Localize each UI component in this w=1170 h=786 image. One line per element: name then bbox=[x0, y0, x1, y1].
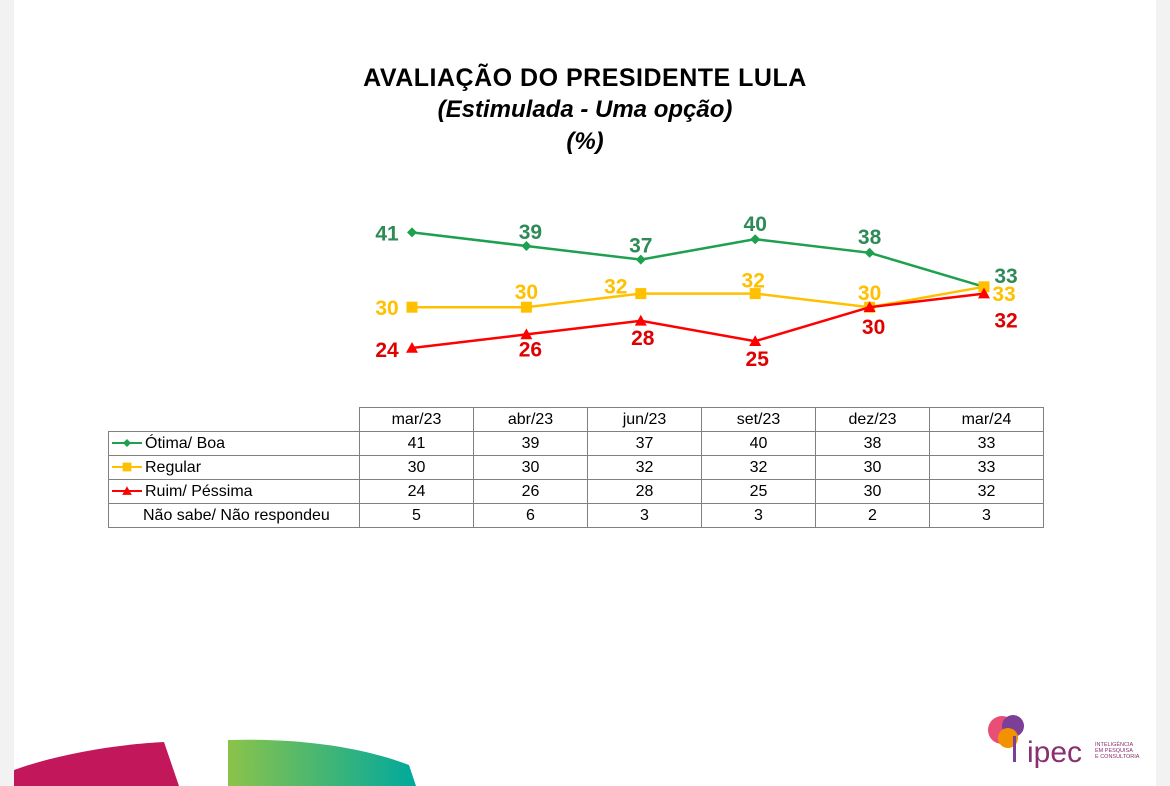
decorative-shapes bbox=[14, 739, 416, 786]
chart-subtitle: (Estimulada - Uma opção) bbox=[437, 96, 733, 123]
table-corner bbox=[108, 407, 360, 432]
column-header: abr/23 bbox=[473, 407, 588, 432]
table-row: Não sabe/ Não respondeu 5 6 3 3 2 3 bbox=[108, 503, 1044, 528]
legend-key-icon bbox=[112, 462, 142, 472]
data-point-marker bbox=[406, 342, 418, 353]
data-label: 32 bbox=[604, 276, 627, 299]
data-label: 25 bbox=[746, 348, 770, 371]
data-point-marker bbox=[978, 281, 990, 293]
column-header: set/23 bbox=[701, 407, 816, 432]
data-point-marker bbox=[749, 288, 761, 300]
data-label: 32 bbox=[994, 310, 1017, 333]
ipec-logo-icon bbox=[988, 715, 1024, 762]
data-point-marker bbox=[407, 227, 417, 238]
table-cell: 32 bbox=[587, 455, 702, 480]
data-point-marker bbox=[634, 314, 647, 326]
series-line bbox=[411, 292, 985, 350]
table-cell: 24 bbox=[359, 479, 474, 504]
column-header: mar/24 bbox=[929, 407, 1044, 432]
table-cell: 3 bbox=[587, 503, 702, 528]
magenta-swoosh-shape bbox=[14, 742, 179, 786]
data-point-marker bbox=[978, 287, 990, 299]
table-header-row: mar/23 abr/23 jun/23 set/23 dez/23 mar/24 bbox=[108, 407, 1044, 432]
legend-key-icon bbox=[112, 486, 142, 496]
green-swoosh-shape bbox=[228, 739, 416, 786]
table-cell: 37 bbox=[587, 431, 702, 456]
data-label: 30 bbox=[862, 316, 885, 339]
table-row: Ruim/ Péssima 24 26 28 25 30 32 bbox=[108, 479, 1044, 504]
data-point-marker bbox=[864, 247, 875, 258]
data-point-marker bbox=[521, 241, 532, 251]
table-cell: 30 bbox=[473, 455, 588, 480]
logo-tagline: INTELIGÊNCIA EM PESQUISA E CONSULTORIA bbox=[1095, 742, 1140, 760]
table-cell: 38 bbox=[815, 431, 930, 456]
data-point-marker bbox=[122, 486, 132, 496]
table-cell: 3 bbox=[929, 503, 1044, 528]
data-point-marker bbox=[520, 301, 532, 313]
table-cell: 30 bbox=[359, 455, 474, 480]
column-header: jun/23 bbox=[587, 407, 702, 432]
row-label: Ótima/ Boa bbox=[108, 431, 360, 456]
table-cell: 5 bbox=[359, 503, 474, 528]
table-cell: 6 bbox=[473, 503, 588, 528]
table-cell: 2 bbox=[815, 503, 930, 528]
row-label: Regular bbox=[108, 455, 360, 480]
series-line bbox=[411, 231, 985, 288]
data-label: 39 bbox=[519, 221, 542, 244]
column-header: mar/23 bbox=[359, 407, 474, 432]
data-point-marker bbox=[635, 254, 646, 265]
chart-unit: (%) bbox=[566, 128, 604, 155]
data-label: 28 bbox=[631, 327, 655, 350]
table-cell: 40 bbox=[701, 431, 816, 456]
row-label: Ruim/ Péssima bbox=[108, 479, 360, 504]
data-point-marker bbox=[863, 301, 876, 312]
data-table: mar/23 abr/23 jun/23 set/23 dez/23 mar/24 Óti… bbox=[108, 407, 1044, 528]
table-cell: 30 bbox=[815, 479, 930, 504]
data-label: 30 bbox=[515, 281, 538, 304]
row-label: Não sabe/ Não respondeu bbox=[108, 503, 360, 528]
data-point-marker bbox=[520, 328, 533, 340]
data-point-marker bbox=[749, 335, 762, 346]
table-cell: 28 bbox=[587, 479, 702, 504]
table-cell: 32 bbox=[929, 479, 1044, 504]
data-label: 24 bbox=[375, 339, 399, 362]
data-label: 37 bbox=[629, 235, 652, 258]
data-label: 32 bbox=[742, 270, 765, 293]
table-cell: 39 bbox=[473, 431, 588, 456]
data-label: 40 bbox=[744, 213, 767, 236]
table-cell: 33 bbox=[929, 455, 1044, 480]
table-row: Ótima/ Boa 41 39 37 40 38 33 bbox=[108, 431, 1044, 456]
data-point-marker bbox=[750, 234, 761, 245]
table-cell: 3 bbox=[701, 503, 816, 528]
data-label: 26 bbox=[519, 338, 542, 361]
data-label: 30 bbox=[858, 282, 881, 305]
data-point-marker bbox=[635, 288, 647, 300]
data-point-marker bbox=[406, 301, 418, 313]
table-cell: 32 bbox=[701, 455, 816, 480]
data-label: 33 bbox=[992, 283, 1015, 306]
data-point-marker bbox=[123, 439, 131, 448]
data-point-marker bbox=[122, 462, 132, 472]
chart-title: AVALIAÇÃO DO PRESIDENTE LULA bbox=[363, 64, 807, 92]
table-cell: 26 bbox=[473, 479, 588, 504]
table-row: Regular 30 30 32 32 30 33 bbox=[108, 455, 1044, 480]
logo-wordmark: ipec bbox=[1027, 736, 1083, 769]
table-cell: 33 bbox=[929, 431, 1044, 456]
table-cell: 30 bbox=[815, 455, 930, 480]
slide: AVALIAÇÃO DO PRESIDENTE LULA (Estimulada… bbox=[14, 0, 1156, 786]
table-cell: 25 bbox=[701, 479, 816, 504]
data-label: 33 bbox=[994, 265, 1017, 288]
table-cell: 41 bbox=[359, 431, 474, 456]
data-label: 38 bbox=[858, 226, 882, 249]
column-header: dez/23 bbox=[815, 407, 930, 432]
legend-key-icon bbox=[112, 439, 142, 448]
data-label: 41 bbox=[375, 222, 399, 245]
data-label: 30 bbox=[375, 297, 398, 320]
